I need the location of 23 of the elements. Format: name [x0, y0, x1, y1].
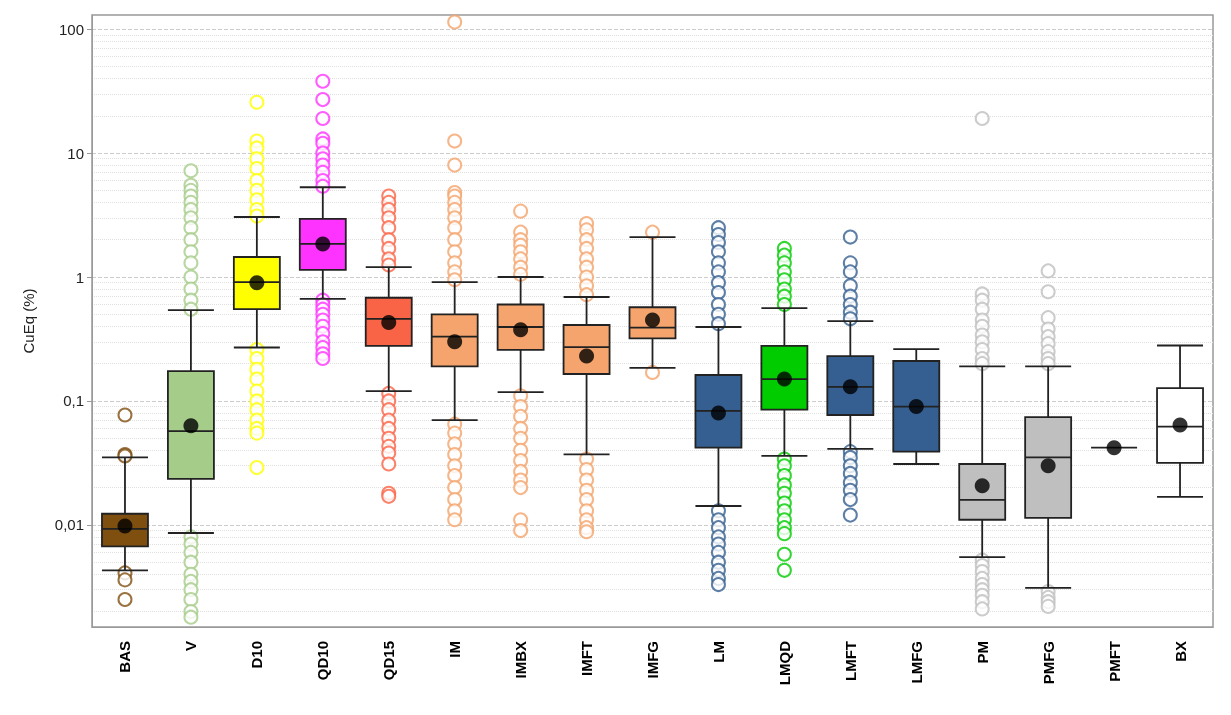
- x-tick-label: D10: [248, 641, 266, 669]
- y-axis-title: CuEq (%): [20, 288, 37, 354]
- x-tick-label: LMFG: [907, 641, 925, 684]
- y-tick-label: 0,1: [63, 392, 84, 410]
- x-tick-label: LM: [709, 641, 727, 663]
- x-tick-label: LMQD: [775, 640, 793, 686]
- y-tick-label: 1: [75, 268, 84, 286]
- x-tick-label: BX: [1171, 641, 1189, 662]
- x-tick-label: BAS: [116, 641, 134, 673]
- x-tick-label: PMFT: [1105, 641, 1123, 682]
- x-tick-label: LMFT: [841, 641, 859, 681]
- x-tick-label: IMBX: [512, 641, 530, 679]
- y-tick-label: 100: [58, 20, 84, 38]
- x-tick-label: QD10: [314, 641, 332, 681]
- x-tick-label: PMFG: [1039, 641, 1057, 685]
- x-tick-label: QD15: [380, 641, 398, 681]
- x-tick-label: IMFG: [644, 641, 661, 679]
- y-tick-label: 0,01: [54, 516, 84, 534]
- x-tick-label: PM: [973, 641, 991, 664]
- x-tick-label: IM: [446, 641, 464, 658]
- x-tick-label: IMFT: [578, 641, 596, 676]
- y-tick-label: 10: [67, 144, 84, 162]
- x-tick-label: V: [182, 641, 200, 652]
